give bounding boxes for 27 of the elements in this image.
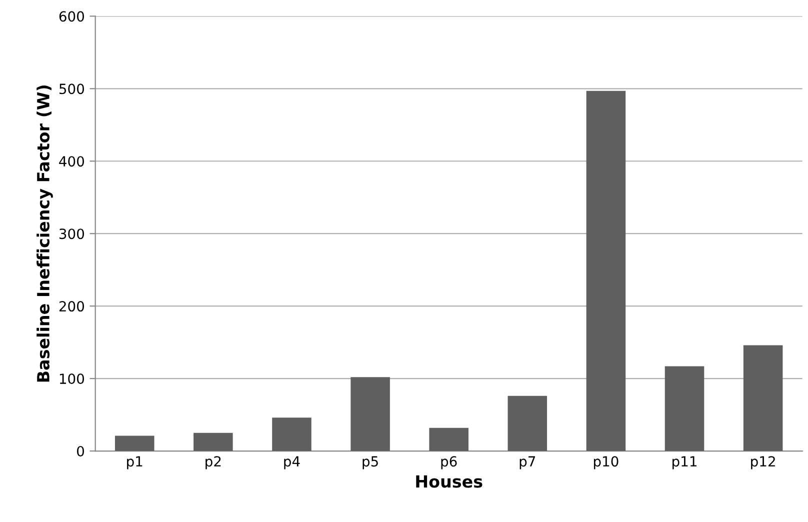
bar xyxy=(743,345,783,452)
y-axis-title: Baseline Inefficiency Factor (W) xyxy=(36,86,53,382)
x-tick-label: p2 xyxy=(206,456,221,470)
y-tick-label: 500 xyxy=(59,84,84,94)
y-tick-label: 600 xyxy=(59,11,84,22)
x-tick-label: p10 xyxy=(594,456,618,470)
x-tick-label: p11 xyxy=(672,456,696,470)
bar xyxy=(350,377,390,452)
bar xyxy=(194,432,233,452)
bar xyxy=(114,436,154,452)
bar xyxy=(664,366,704,452)
y-tick-label: 400 xyxy=(59,156,84,167)
bar xyxy=(272,418,312,452)
y-tick-label: 300 xyxy=(59,228,84,240)
x-tick-label: p4 xyxy=(284,456,300,470)
x-tick-label: p5 xyxy=(362,456,378,470)
bar xyxy=(586,90,626,452)
x-tick-label: p1 xyxy=(127,456,142,470)
x-tick-label: p7 xyxy=(520,456,536,470)
y-tick-label: 0 xyxy=(77,446,84,456)
x-tick-label: p12 xyxy=(751,456,775,470)
y-tick-label: 200 xyxy=(59,301,84,312)
x-tick-label: p6 xyxy=(441,456,457,470)
x-axis-title: Houses xyxy=(416,475,482,488)
bar xyxy=(508,396,548,452)
y-tick-label: 100 xyxy=(60,374,84,384)
bar xyxy=(429,428,468,452)
